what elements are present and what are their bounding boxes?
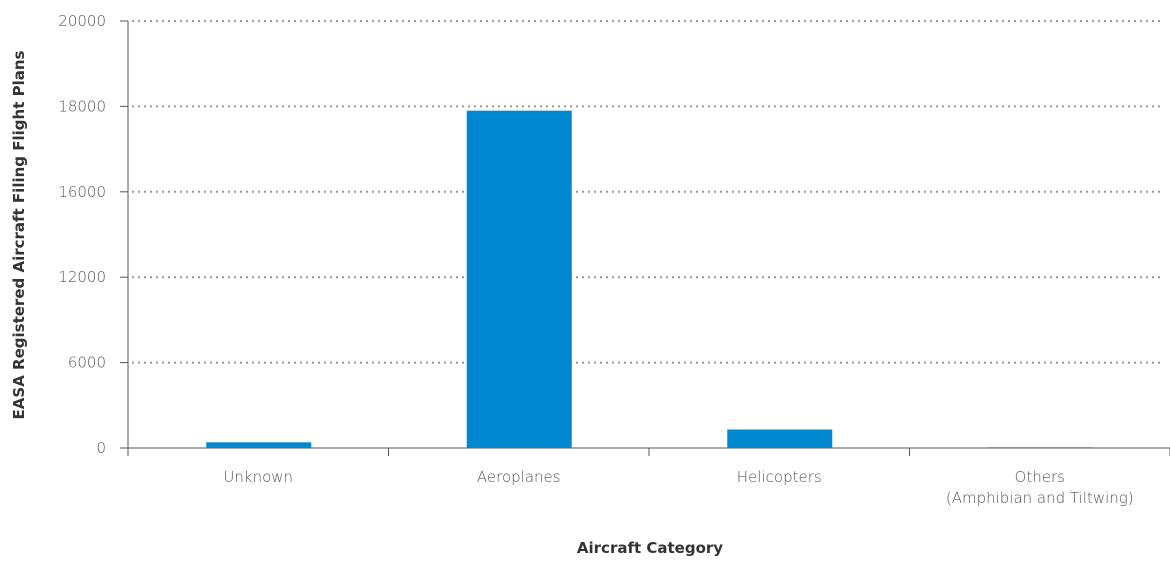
x-tick-label: Aeroplanes — [477, 468, 561, 486]
x-tick-label: Unknown — [223, 468, 293, 486]
bar — [727, 429, 833, 448]
y-tick-label: 20000 — [58, 12, 106, 30]
x-tick-label: Helicopters — [737, 468, 822, 486]
x-tick-label: Others (Amphibian and Tiltwing) — [946, 468, 1134, 507]
bar — [987, 447, 1093, 448]
y-axis-title: EASA Registered Aircraft Filing Flight P… — [10, 50, 28, 419]
y-tick-label: 0 — [96, 439, 106, 457]
y-tick-label: 18000 — [58, 97, 106, 115]
bar — [206, 442, 312, 448]
x-axis-title: Aircraft Category — [577, 539, 723, 557]
bar — [466, 110, 572, 449]
y-tick-label: 16000 — [58, 183, 106, 201]
y-tick-label: 6000 — [68, 354, 106, 372]
y-tick-label: 12000 — [58, 268, 106, 286]
